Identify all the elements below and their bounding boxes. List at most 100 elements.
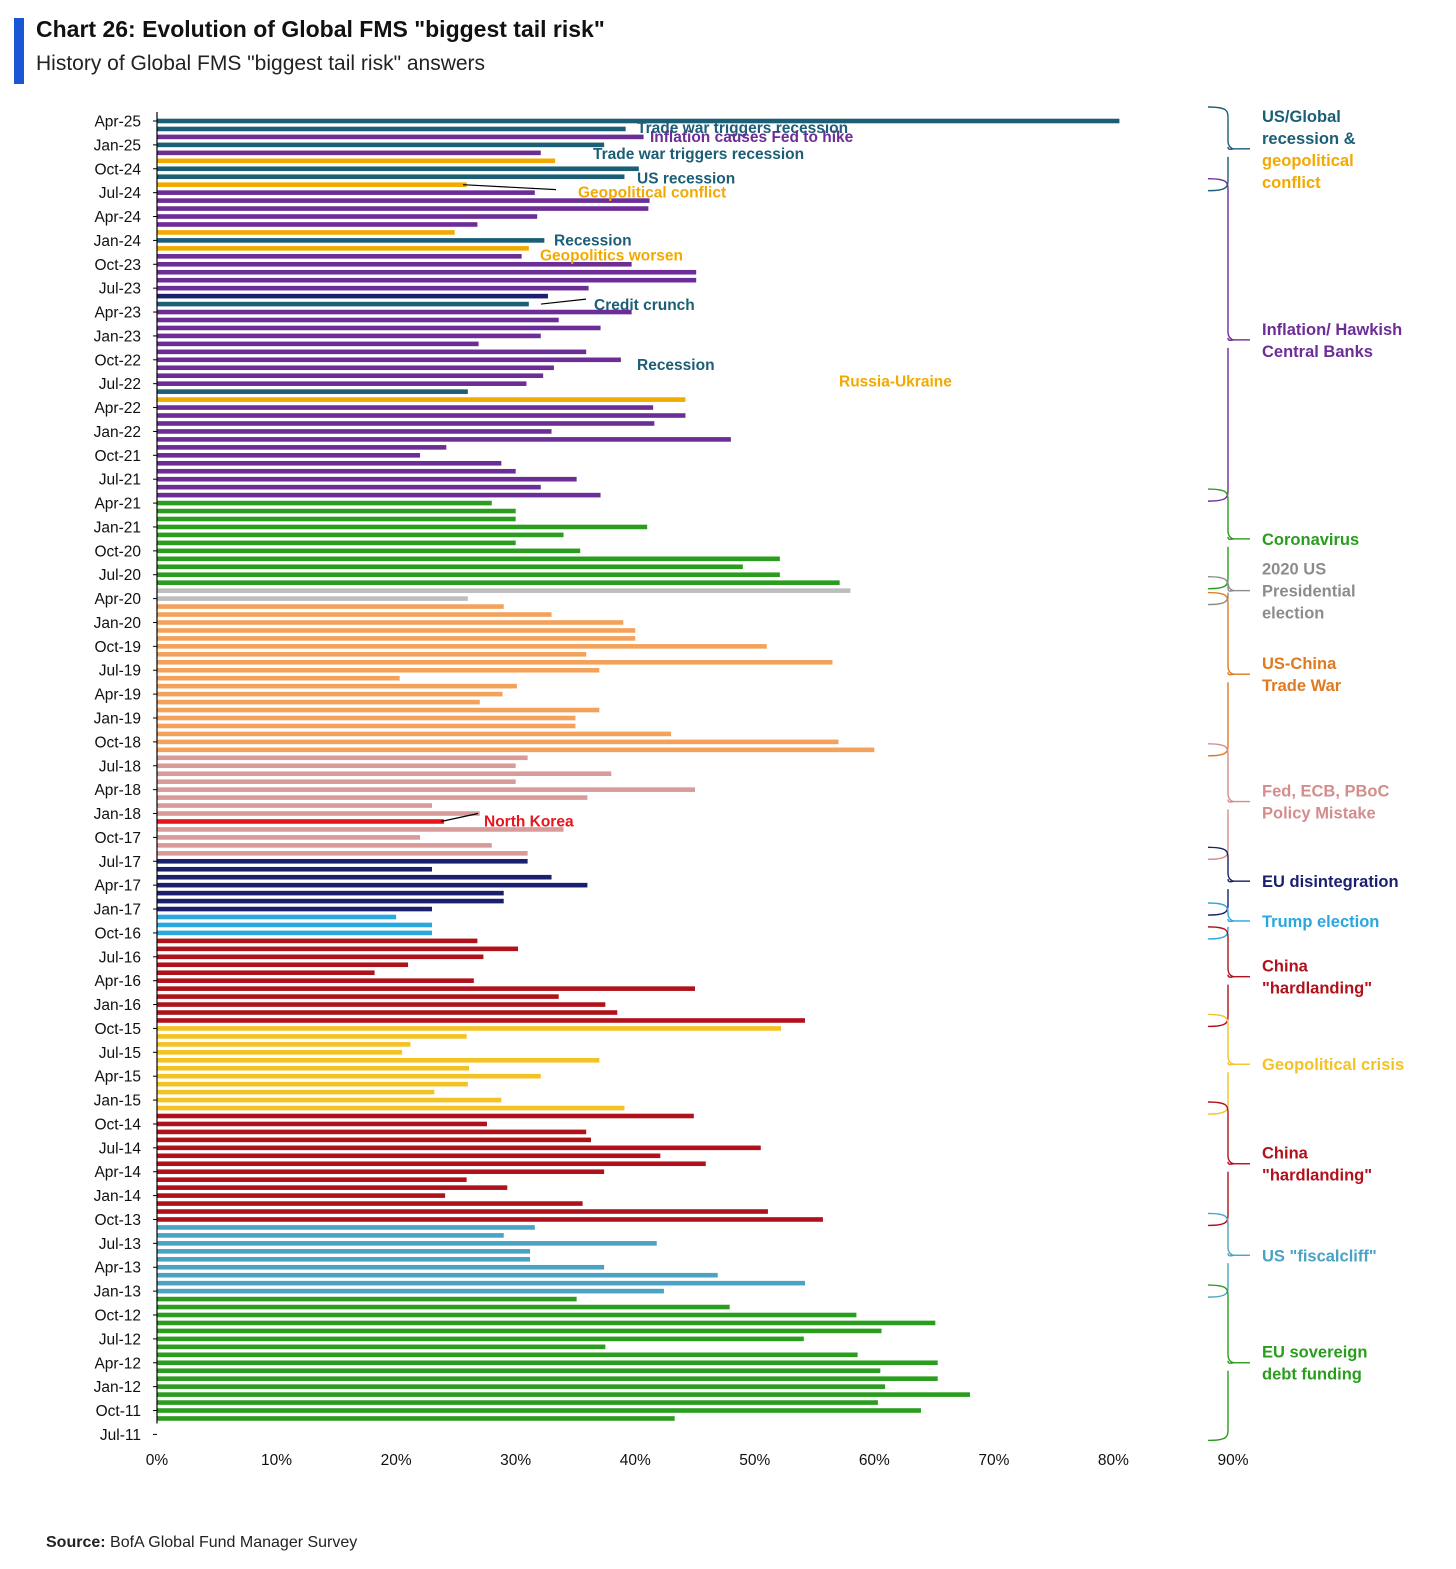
- bar: [157, 524, 648, 530]
- annotation-label: Trade war triggers recession: [593, 146, 804, 163]
- bar: [157, 556, 780, 562]
- bar: [157, 1209, 768, 1214]
- y-tick-label: Jan-12: [94, 1379, 141, 1396]
- bar: [157, 468, 516, 474]
- bar: [157, 333, 541, 339]
- bar: [157, 397, 686, 402]
- bar: [157, 667, 600, 673]
- group-brace: [1207, 743, 1235, 861]
- chart-title: Chart 26: Evolution of Global FMS "bigge…: [36, 16, 605, 42]
- bar: [157, 620, 624, 625]
- bar: [157, 1113, 694, 1119]
- bar: [157, 516, 516, 522]
- bar: [157, 285, 589, 291]
- bar: [157, 644, 767, 649]
- y-tick-label: Jan-16: [94, 997, 141, 1014]
- bar: [157, 1105, 625, 1111]
- group-label: recession &: [1262, 130, 1356, 148]
- group-label: Policy Mistake: [1262, 805, 1376, 823]
- y-tick-label: Apr-19: [94, 687, 141, 704]
- bar: [157, 723, 576, 729]
- bar: [157, 1249, 531, 1254]
- y-tick-label: Jul-16: [99, 949, 141, 966]
- bar: [157, 1201, 583, 1206]
- annotation-label: Inflation causes Fed to hike: [650, 129, 854, 146]
- y-tick-label: Oct-12: [94, 1308, 141, 1325]
- y-tick-label: Apr-21: [94, 496, 141, 513]
- group-label: US-China: [1262, 655, 1337, 673]
- bar: [157, 317, 559, 323]
- group-brace: [1207, 575, 1235, 606]
- group-labels-layer: US/Global recession & geopolitical conflict…: [1207, 106, 1404, 1442]
- x-tick-label: 70%: [978, 1452, 1009, 1469]
- y-tick-label: Jan-21: [94, 519, 141, 536]
- bar: [157, 962, 409, 968]
- group-label: Fed, ECB, PBoC: [1262, 783, 1390, 801]
- bar: [157, 898, 504, 904]
- bar: [157, 1193, 446, 1198]
- y-tick-label: Jul-12: [99, 1331, 141, 1348]
- bar: [157, 413, 686, 418]
- bar: [157, 1065, 470, 1071]
- y-tick-label: Oct-11: [96, 1403, 141, 1420]
- bar: [157, 1296, 577, 1302]
- bar: [157, 1384, 886, 1389]
- bar: [157, 1408, 921, 1413]
- bar: [157, 572, 780, 578]
- bar: [157, 755, 528, 761]
- group-label: Trade War: [1262, 677, 1342, 695]
- bar: [157, 771, 612, 777]
- group-brace: [1207, 488, 1235, 590]
- bar: [157, 1034, 467, 1039]
- y-tick-label: Jul-18: [99, 758, 141, 775]
- bar: [157, 1153, 661, 1159]
- bar: [157, 1097, 502, 1103]
- bar: [157, 325, 601, 331]
- y-tick-label: Oct-21: [94, 448, 141, 465]
- y-tick-label: Apr-24: [94, 209, 141, 226]
- bar: [157, 1392, 970, 1397]
- bar: [157, 182, 467, 187]
- y-tick-label: Jul-13: [99, 1236, 141, 1253]
- bar: [157, 246, 529, 251]
- y-tick-label: Oct-19: [94, 639, 141, 656]
- bar: [157, 261, 632, 267]
- group-label: Geopolitical crisis: [1262, 1056, 1404, 1074]
- group-brace: [1207, 1212, 1235, 1298]
- bar: [157, 930, 432, 936]
- bar: [157, 548, 581, 554]
- bar: [157, 405, 654, 410]
- annotation-label: Russia-Ukraine: [839, 374, 952, 391]
- bar: [157, 1264, 605, 1270]
- group-label: US/Global: [1262, 108, 1341, 126]
- bar: [157, 707, 600, 713]
- source-text: BofA Global Fund Manager Survey: [110, 1534, 358, 1551]
- bar: [157, 1241, 657, 1246]
- bar: [157, 118, 1120, 124]
- bar: [157, 1280, 805, 1286]
- y-tick-label: Oct-22: [94, 352, 141, 369]
- bar: [157, 588, 851, 593]
- y-tick-label: Jul-20: [99, 567, 142, 584]
- bar: [157, 453, 421, 458]
- bar: [157, 851, 528, 856]
- bar: [157, 214, 538, 219]
- y-tick-label: Oct-17: [94, 830, 141, 847]
- bar: [157, 460, 502, 466]
- bar: [157, 954, 484, 960]
- bar: [157, 1129, 587, 1135]
- y-tick-label: Jul-17: [99, 854, 141, 871]
- bar: [157, 357, 621, 363]
- bar: [157, 1057, 600, 1063]
- bar: [157, 1217, 823, 1222]
- bar: [157, 882, 588, 888]
- bar: [157, 858, 528, 864]
- y-tick-label: Jan-22: [94, 424, 141, 441]
- group-brace: [1207, 902, 1235, 940]
- bar: [157, 1002, 606, 1007]
- annotation-label: North Korea: [484, 813, 574, 830]
- y-tick-label: Apr-23: [94, 305, 141, 322]
- bar: [157, 652, 587, 657]
- bar: [157, 1400, 878, 1405]
- bar: [157, 381, 527, 386]
